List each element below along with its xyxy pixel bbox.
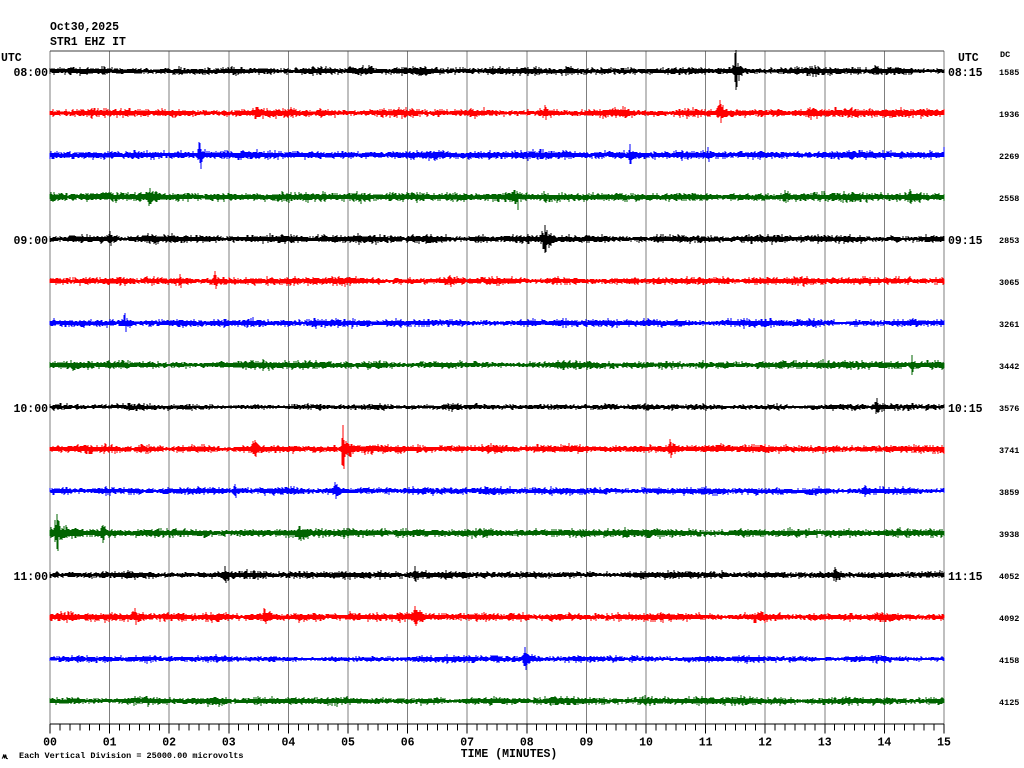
svg-text:3938: 3938 bbox=[999, 530, 1019, 540]
svg-text:DC: DC bbox=[1000, 50, 1010, 60]
svg-text:4092: 4092 bbox=[999, 614, 1019, 624]
svg-text:08:00: 08:00 bbox=[13, 67, 48, 80]
svg-text:TIME (MINUTES): TIME (MINUTES) bbox=[461, 748, 558, 761]
svg-text:10:15: 10:15 bbox=[948, 403, 983, 416]
svg-text:1936: 1936 bbox=[999, 110, 1019, 120]
svg-text:09: 09 bbox=[579, 737, 593, 750]
svg-text:10:00: 10:00 bbox=[13, 403, 48, 416]
svg-text:11:00: 11:00 bbox=[13, 571, 48, 584]
svg-text:08: 08 bbox=[520, 737, 534, 750]
svg-text:2558: 2558 bbox=[999, 194, 1019, 204]
svg-text:13: 13 bbox=[818, 737, 832, 750]
svg-text:11:15: 11:15 bbox=[948, 571, 983, 584]
svg-text:Each Vertical Division = 25000: Each Vertical Division = 25000.00 microv… bbox=[19, 751, 243, 761]
svg-text:Oct30,2025: Oct30,2025 bbox=[50, 21, 119, 34]
svg-text:2853: 2853 bbox=[999, 236, 1019, 246]
svg-text:14: 14 bbox=[877, 737, 891, 750]
svg-text:09:00: 09:00 bbox=[13, 235, 48, 248]
svg-text:12: 12 bbox=[758, 737, 772, 750]
svg-text:UTC: UTC bbox=[958, 52, 979, 65]
svg-text:1585: 1585 bbox=[999, 68, 1019, 78]
svg-text:3741: 3741 bbox=[999, 446, 1019, 456]
svg-text:00: 00 bbox=[43, 737, 57, 750]
svg-text:3261: 3261 bbox=[999, 320, 1019, 330]
svg-text:08:15: 08:15 bbox=[948, 67, 983, 80]
svg-text:UTC: UTC bbox=[1, 52, 22, 65]
svg-text:3065: 3065 bbox=[999, 278, 1019, 288]
svg-text:01: 01 bbox=[103, 737, 117, 750]
svg-text:3442: 3442 bbox=[999, 362, 1019, 372]
svg-text:11: 11 bbox=[699, 737, 713, 750]
svg-text:10: 10 bbox=[639, 737, 653, 750]
svg-text:3576: 3576 bbox=[999, 404, 1019, 414]
svg-text:03: 03 bbox=[222, 737, 236, 750]
svg-text:09:15: 09:15 bbox=[948, 235, 983, 248]
svg-text:05: 05 bbox=[341, 737, 355, 750]
svg-text:04: 04 bbox=[281, 737, 295, 750]
svg-text:3859: 3859 bbox=[999, 488, 1019, 498]
svg-text:4158: 4158 bbox=[999, 656, 1019, 666]
svg-text:4125: 4125 bbox=[999, 698, 1019, 708]
svg-text:4052: 4052 bbox=[999, 572, 1019, 582]
svg-text:07: 07 bbox=[460, 737, 474, 750]
svg-text:02: 02 bbox=[162, 737, 176, 750]
svg-text:2269: 2269 bbox=[999, 152, 1019, 162]
svg-text:STR1 EHZ IT: STR1 EHZ IT bbox=[50, 36, 126, 49]
svg-text:06: 06 bbox=[401, 737, 415, 750]
svg-text:15: 15 bbox=[937, 737, 951, 750]
